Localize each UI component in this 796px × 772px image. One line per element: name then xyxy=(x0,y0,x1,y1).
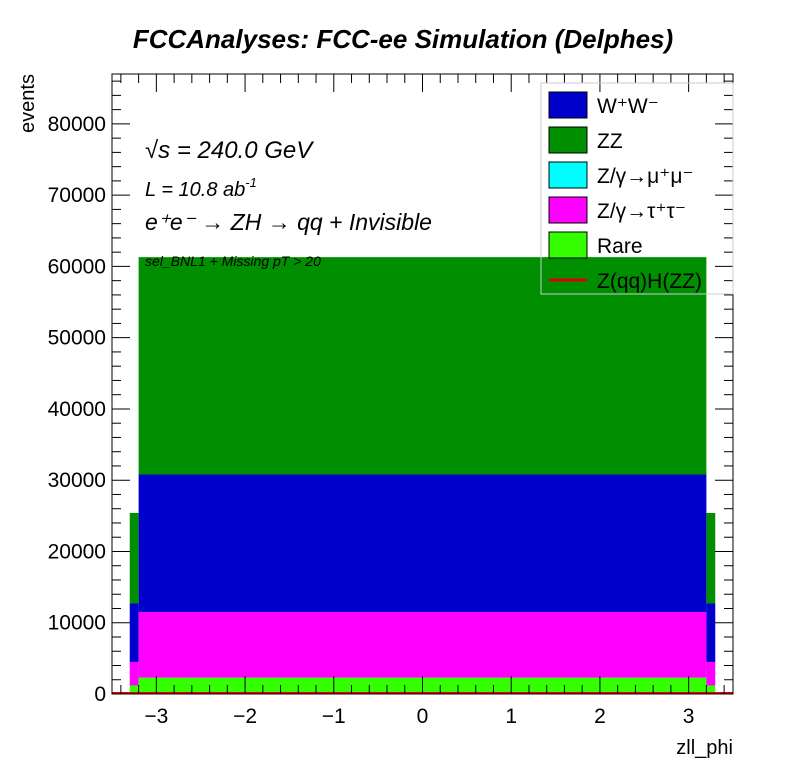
legend-swatch-1 xyxy=(548,126,588,154)
annotation-selection: sel_BNL1 + Missing pT > 20 xyxy=(145,253,321,269)
legend: W⁺W⁻ ZZ Z/γ→μ⁺μ⁻ Z/γ→τ⁺τ⁻ Rare Z(qq)H(ZZ) xyxy=(540,82,734,295)
bar-left-series-4 xyxy=(129,512,139,604)
legend-swatch-3 xyxy=(548,196,588,224)
bar-left-series-3 xyxy=(129,603,139,662)
legend-label-0: W⁺W⁻ xyxy=(597,95,659,118)
legend-swatch-2 xyxy=(548,161,588,189)
annotation-process: e⁺e⁻ → ZH → qq + Invisible xyxy=(145,209,432,235)
bar-right-series-3 xyxy=(706,603,716,662)
x-tick-label: −1 xyxy=(322,705,346,728)
bar-right-series-1 xyxy=(706,661,716,686)
chart-title: FCCAnalyses: FCC-ee Simulation (Delphes) xyxy=(133,24,673,54)
legend-label-3: Z/γ→τ⁺τ⁻ xyxy=(597,200,686,223)
y-axis-label: events xyxy=(17,74,39,133)
x-tick-label: −2 xyxy=(233,705,257,728)
sqrt-s-value: = 240.0 GeV xyxy=(170,137,314,164)
x-tick-label: 3 xyxy=(683,705,695,728)
svg-text:L = 10.8 ab-1: L = 10.8 ab-1 xyxy=(145,175,257,201)
y-tick-label: 80000 xyxy=(48,113,106,136)
y-axis: 0 10000 20000 30000 40000 50000 60000 70000 8000… xyxy=(48,80,733,706)
y-tick-label: 40000 xyxy=(48,398,106,421)
stacked-bars xyxy=(112,257,733,694)
y-tick-label: 50000 xyxy=(48,327,106,350)
y-tick-label: 70000 xyxy=(48,184,106,207)
y-tick-label: 30000 xyxy=(48,469,106,492)
legend-border xyxy=(540,82,734,295)
x-tick-label: −3 xyxy=(144,705,168,728)
legend-label-1: ZZ xyxy=(597,130,623,153)
legend-label-4: Rare xyxy=(597,235,643,258)
legend-label-2: Z/γ→μ⁺μ⁻ xyxy=(597,165,694,188)
lumi-exponent: -1 xyxy=(245,175,257,190)
y-tick-label: 60000 xyxy=(48,255,106,278)
svg-text:√s = 240.0 GeV: √s = 240.0 GeV xyxy=(145,137,314,164)
legend-label-5: Z(qq)H(ZZ) xyxy=(597,270,702,293)
sqrt-s-symbol: √s xyxy=(145,137,170,164)
bar-left-series-0 xyxy=(129,685,139,694)
x-axis: −3 −2 −1 0 1 2 3 xyxy=(120,74,725,728)
bar-right-series-4 xyxy=(706,512,716,604)
bar-right-series-0 xyxy=(706,685,716,694)
y-tick-label: 20000 xyxy=(48,540,106,563)
legend-swatch-4 xyxy=(548,231,588,259)
x-axis-label: zll_phi xyxy=(676,737,733,759)
annotation-luminosity: L = 10.8 ab-1 xyxy=(145,175,257,201)
lumi-text: L = 10.8 ab xyxy=(145,179,245,201)
x-tick-label: 2 xyxy=(594,705,606,728)
x-tick-label: 0 xyxy=(417,705,429,728)
bar-central-series-1 xyxy=(138,612,707,678)
bar-central-series-4 xyxy=(138,257,707,475)
legend-swatch-0 xyxy=(548,91,588,119)
bar-central-series-3 xyxy=(138,474,707,613)
x-tick-label: 1 xyxy=(505,705,517,728)
y-tick-label: 10000 xyxy=(48,612,106,635)
annotation-sqrt-s: √s = 240.0 GeV xyxy=(145,137,314,164)
y-tick-label: 0 xyxy=(94,683,106,706)
bar-left-series-1 xyxy=(129,661,139,686)
